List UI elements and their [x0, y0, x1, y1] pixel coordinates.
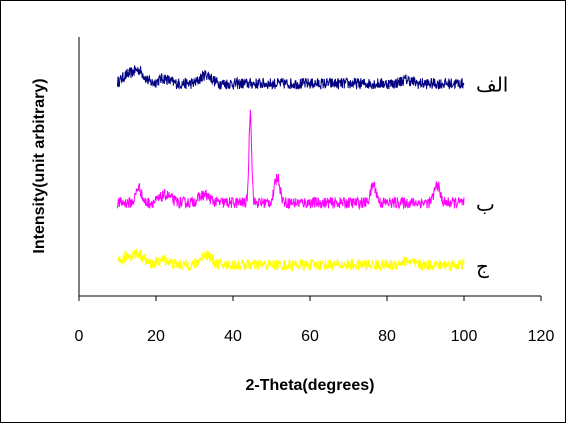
series-label-1: الف: [476, 73, 508, 97]
series-label-3: ج: [476, 254, 489, 278]
y-axis-title: Intensity(unit arbitrary): [31, 78, 48, 253]
x-tick-label-0: 0: [75, 328, 84, 345]
x-tick-label-80: 80: [378, 328, 396, 345]
x-tick-label-20: 20: [147, 328, 165, 345]
x-axis-title: 2-Theta(degrees): [246, 377, 375, 394]
x-tick-label-40: 40: [224, 328, 242, 345]
series-line-1: [117, 65, 465, 91]
series-label-2: ب: [476, 192, 495, 216]
series-line-3: [117, 248, 465, 273]
x-tick-label-120: 120: [528, 328, 555, 345]
x-tick-label-100: 100: [451, 328, 478, 345]
x-tick-label-60: 60: [301, 328, 319, 345]
series-line-2: [117, 109, 465, 211]
